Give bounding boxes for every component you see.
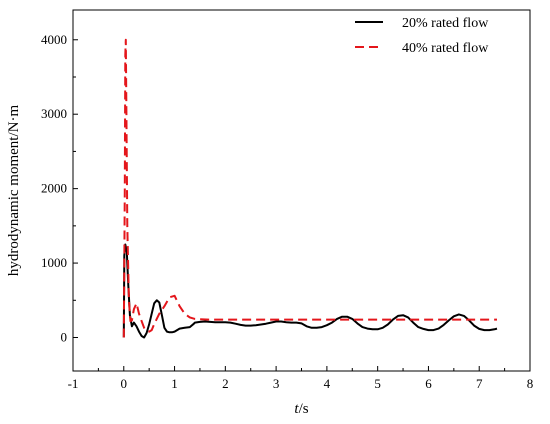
x-tick-label: 5: [374, 376, 381, 391]
legend-label-40-percent: 40% rated flow: [402, 41, 489, 56]
y-tick-label: 3000: [41, 106, 67, 121]
series-line-20-percent: [122, 243, 498, 339]
y-tick-label: 2000: [41, 181, 67, 196]
x-axis-title: t/s: [294, 401, 308, 417]
y-axis-title: hydrodynamic moment/N·m: [6, 105, 22, 277]
x-tick-label: 8: [527, 376, 534, 391]
x-tick-label: -1: [68, 376, 79, 391]
y-tick-label: 4000: [41, 32, 67, 47]
series-layer: [122, 38, 498, 339]
x-axis-title-unit: /s: [299, 401, 309, 417]
x-tick-label: 1: [171, 376, 178, 391]
x-axis: -1 0 1 2 3 4 5 6 7 8: [68, 366, 534, 391]
x-tick-label: 7: [476, 376, 483, 391]
legend-label-20-percent: 20% rated flow: [402, 16, 489, 31]
x-tick-label: 2: [222, 376, 229, 391]
plot-area: -1 0 1 2 3 4 5 6 7 8 0 1000 2000 3000 4000: [41, 9, 534, 391]
y-tick-label: 1000: [41, 255, 67, 270]
x-tick-label: 4: [324, 376, 331, 391]
series-line-40-percent: [122, 38, 497, 338]
x-tick-label: 6: [425, 376, 432, 391]
y-axis: 0 1000 2000 3000 4000: [41, 32, 78, 345]
legend: 20% rated flow 40% rated flow: [355, 16, 489, 56]
x-tick-label: 0: [121, 376, 128, 391]
y-tick-label: 0: [61, 330, 68, 345]
plot-frame: [72, 9, 531, 372]
x-tick-label: 3: [273, 376, 280, 391]
x-axis-title-italic: t: [294, 401, 299, 417]
